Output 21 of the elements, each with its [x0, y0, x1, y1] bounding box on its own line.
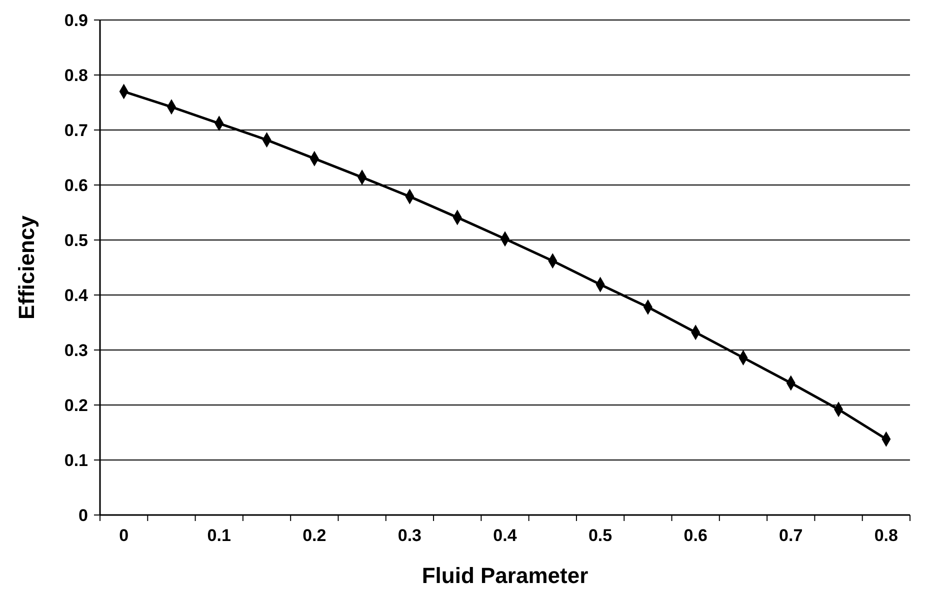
y-tick-label: 0.2	[64, 396, 88, 415]
x-tick-label: 0.3	[398, 526, 422, 545]
y-tick-label: 0	[78, 506, 88, 525]
y-tick-label: 0.6	[64, 176, 88, 195]
x-tick-label: 0.7	[779, 526, 803, 545]
x-tick-label: 0.6	[684, 526, 708, 545]
y-tick-label: 0.3	[64, 340, 88, 360]
x-tick-label: 0.8	[874, 526, 898, 545]
x-tick-label: 0.5	[588, 526, 612, 545]
x-tick-label: 0.2	[302, 526, 326, 545]
x-tick-label: 0.1	[207, 526, 231, 545]
x-axis-title: Fluid Parameter	[422, 563, 589, 588]
y-axis-title: Efficiency	[14, 214, 39, 320]
y-tick-label: 0.4	[64, 286, 89, 305]
y-tick-label: 0.8	[64, 66, 88, 85]
y-tick-label: 0.9	[64, 10, 88, 30]
x-tick-label: 0.4	[493, 526, 518, 545]
x-tick-label: 0	[119, 526, 129, 545]
y-tick-label: 0.5	[64, 230, 88, 250]
y-tick-label: 0.7	[64, 120, 88, 140]
y-tick-label: 0.1	[64, 450, 88, 470]
